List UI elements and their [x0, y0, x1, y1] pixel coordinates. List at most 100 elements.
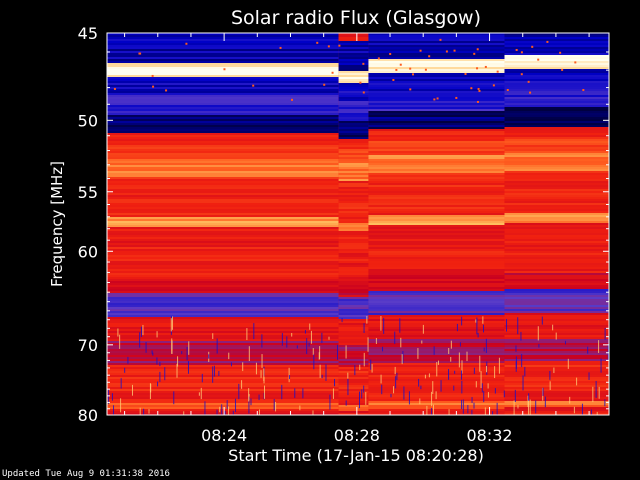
spectrogram-row — [504, 57, 609, 59]
spectrogram-streak — [127, 356, 129, 364]
spectrogram-streak — [275, 402, 277, 412]
spectrogram-row — [368, 43, 505, 45]
spectrogram-row — [107, 393, 339, 395]
spectrogram-row — [338, 95, 369, 97]
spectrogram-streak — [479, 355, 481, 372]
spectrogram-row — [368, 251, 505, 253]
spectrogram-row — [368, 47, 505, 49]
spectrogram-row — [368, 197, 505, 199]
spectrogram-row — [368, 35, 505, 37]
y-axis-label: Frequency [MHz] — [48, 161, 66, 287]
spectrogram-dot — [395, 68, 398, 71]
spectrogram-row — [504, 115, 609, 117]
spectrogram-row — [368, 201, 505, 203]
spectrogram-row — [368, 249, 505, 251]
spectrogram-streak — [477, 332, 479, 338]
spectrogram-row — [338, 405, 369, 407]
spectrogram-row — [338, 331, 369, 333]
spectrogram-row — [368, 171, 505, 173]
spectrogram-row — [107, 137, 339, 139]
spectrogram-dot — [453, 49, 456, 52]
spectrogram-streak — [514, 389, 516, 403]
spectrogram-streak — [598, 340, 600, 353]
spectrogram-row — [368, 267, 505, 269]
spectrogram-row — [338, 83, 369, 85]
spectrogram-row — [338, 87, 369, 89]
spectrogram-row — [107, 63, 339, 65]
spectrogram-row — [107, 355, 339, 357]
spectrogram-streak — [462, 399, 464, 414]
spectrogram-row — [338, 349, 369, 351]
spectrogram-streak — [448, 347, 450, 354]
spectrogram-row — [107, 259, 339, 261]
spectrogram-row — [504, 133, 609, 135]
spectrogram-row — [338, 259, 369, 261]
spectrogram-row — [504, 331, 609, 333]
spectrogram-row — [107, 277, 339, 279]
spectrogram-streak — [529, 399, 531, 415]
spectrogram-row — [368, 125, 505, 127]
spectrogram-row — [504, 43, 609, 45]
spectrogram-row — [504, 219, 609, 221]
spectrogram-dot — [428, 55, 431, 58]
spectrogram-row — [107, 49, 339, 51]
spectrogram-row — [338, 135, 369, 137]
spectrogram-row — [368, 239, 505, 241]
spectrogram-row — [504, 149, 609, 151]
spectrogram-streak — [498, 357, 500, 374]
spectrogram-streak — [255, 362, 257, 375]
spectrogram-streak — [426, 405, 428, 415]
plot-area — [107, 33, 609, 415]
spectrogram-streak — [131, 384, 133, 396]
spectrogram-row — [368, 39, 505, 41]
spectrogram-row — [504, 179, 609, 181]
spectrogram-row — [338, 211, 369, 213]
spectrogram-row — [368, 407, 505, 409]
spectrogram-streak — [421, 340, 423, 344]
spectrogram-row — [504, 143, 609, 145]
spectrogram-row — [368, 343, 505, 345]
spectrogram-row — [368, 387, 505, 389]
spectrogram-row — [338, 389, 369, 391]
spectrogram-row — [107, 123, 339, 125]
spectrogram-streak — [428, 373, 430, 378]
spectrogram-row — [368, 299, 505, 301]
spectrogram-row — [504, 393, 609, 395]
spectrogram-row — [338, 53, 369, 55]
spectrogram-row — [338, 177, 369, 179]
spectrogram-streak — [380, 315, 382, 331]
spectrogram-row — [368, 385, 505, 387]
spectrogram-row — [338, 49, 369, 51]
spectrogram-row — [107, 83, 339, 85]
spectrogram-row — [107, 71, 339, 73]
spectrogram-streak — [431, 408, 433, 415]
spectrogram-row — [368, 53, 505, 55]
spectrogram-row — [107, 125, 339, 127]
spectrogram-row — [107, 159, 339, 161]
spectrogram-streak — [492, 411, 494, 415]
spectrogram-row — [504, 79, 609, 81]
spectrogram-row — [504, 171, 609, 173]
spectrogram-row — [107, 87, 339, 89]
spectrogram-streak — [535, 400, 537, 414]
spectrogram-row — [338, 395, 369, 397]
spectrogram-row — [504, 389, 609, 391]
spectrogram-dot — [455, 96, 458, 99]
spectrogram-row — [504, 53, 609, 55]
spectrogram-row — [338, 221, 369, 223]
spectrogram-streak — [399, 318, 401, 333]
spectrogram-row — [107, 283, 339, 285]
spectrogram-streak — [117, 328, 119, 337]
spectrogram-streak — [576, 377, 578, 386]
spectrogram-row — [368, 237, 505, 239]
spectrogram-row — [504, 347, 609, 349]
spectrogram-row — [368, 133, 505, 135]
spectrogram-streak — [467, 405, 469, 414]
spectrogram-streak — [527, 400, 529, 415]
spectrogram-row — [368, 153, 505, 155]
spectrogram-row — [107, 89, 339, 91]
spectrogram-row — [368, 33, 505, 35]
spectrogram-row — [338, 127, 369, 129]
spectrogram-streak — [494, 366, 496, 379]
spectrogram-row — [504, 363, 609, 365]
